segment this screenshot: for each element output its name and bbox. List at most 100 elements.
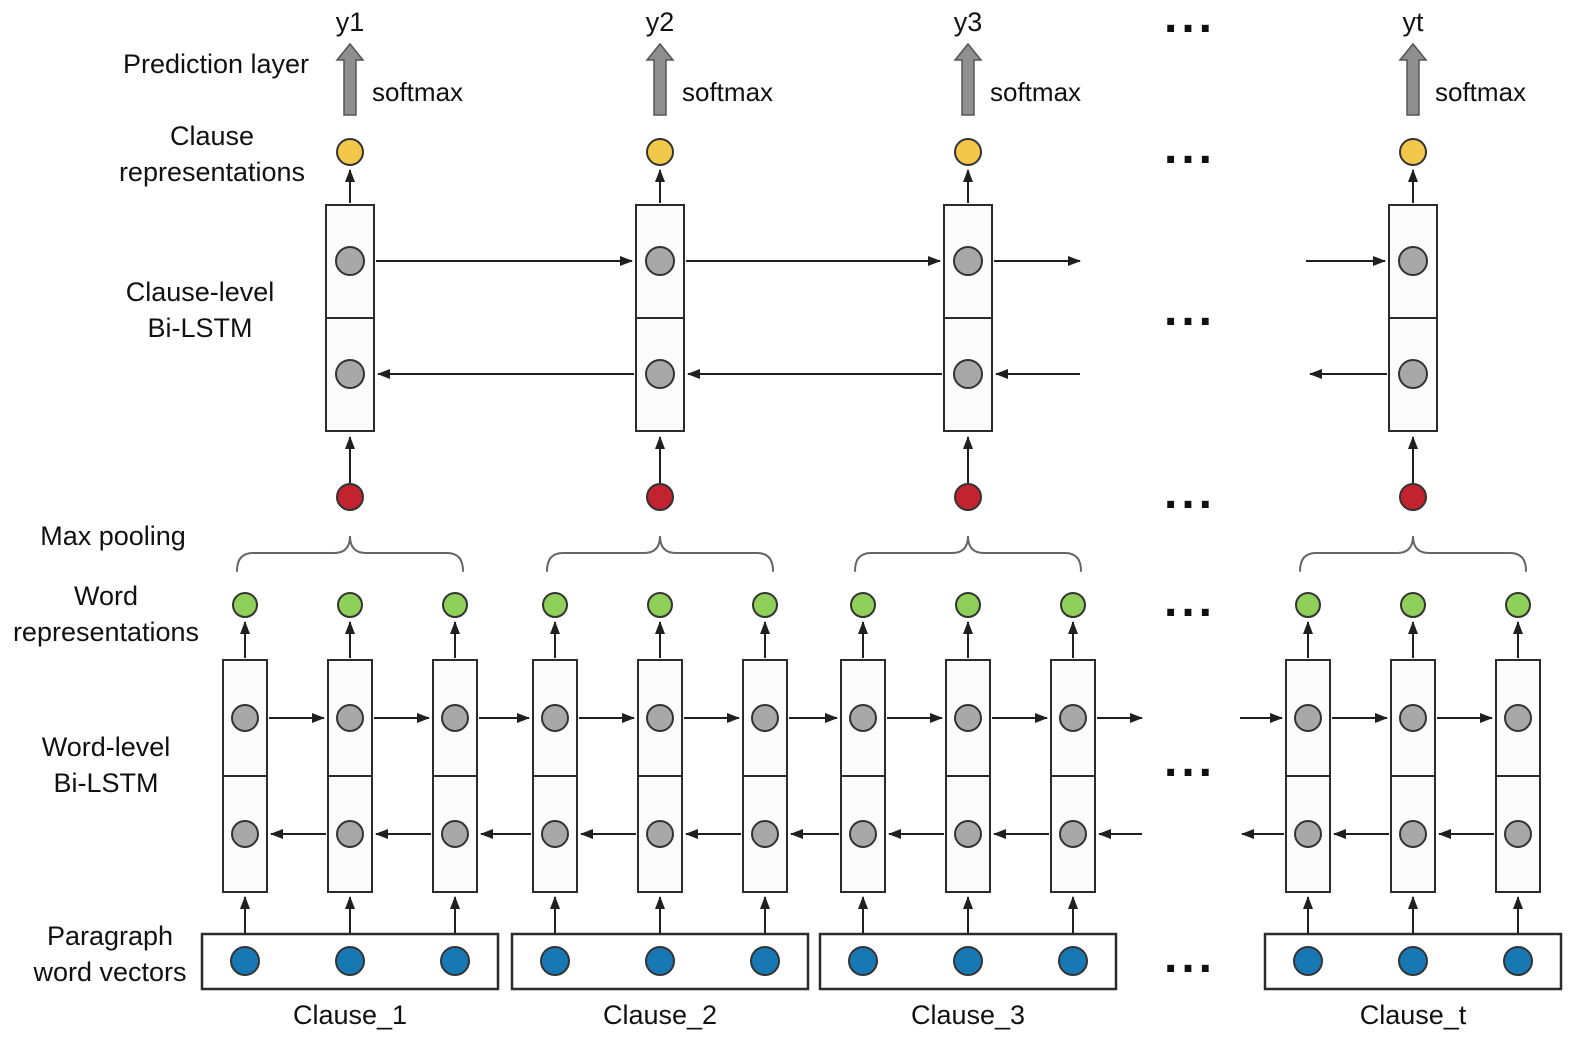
word-representation-node	[442, 592, 468, 618]
side-label-line: Prediction layer	[122, 49, 310, 79]
word-lstm-forward-node	[1399, 704, 1427, 732]
clause-lstm-forward-node	[953, 246, 983, 276]
output-label: y2	[646, 7, 675, 37]
clause-lstm-backward-node	[335, 359, 365, 389]
label-word-representations: Word representations	[0, 578, 212, 650]
side-label-line: Paragraph	[46, 921, 174, 951]
word-vector-node	[1503, 946, 1533, 976]
word-vector-node	[750, 946, 780, 976]
word-representation-node	[337, 592, 363, 618]
word-lstm-backward-node	[336, 820, 364, 848]
word-representation-node	[647, 592, 673, 618]
word-representation-node	[1060, 592, 1086, 618]
word-vector-node	[645, 946, 675, 976]
word-lstm-forward-node	[646, 704, 674, 732]
softmax-label: softmax	[990, 77, 1081, 107]
word-representation-node	[1400, 592, 1426, 618]
word-bilstm-forward-cell	[840, 659, 886, 777]
word-vector-node	[230, 946, 260, 976]
word-lstm-forward-node	[849, 704, 877, 732]
side-label-line: Clause-level	[125, 277, 275, 307]
clause-lstm-backward-node	[953, 359, 983, 389]
max-pooling-node	[954, 483, 982, 511]
word-lstm-backward-node	[849, 820, 877, 848]
side-label-line: Word	[73, 581, 139, 611]
side-label-line: representations	[12, 617, 200, 647]
word-vector-node	[848, 946, 878, 976]
label-clause-level-bilstm: Clause-level Bi-LSTM	[48, 274, 352, 346]
side-label-line: representations	[118, 157, 306, 187]
label-clause-representations: Clause representations	[30, 118, 394, 190]
word-lstm-backward-node	[441, 820, 469, 848]
word-lstm-backward-node	[646, 820, 674, 848]
softmax-arrow-icon	[953, 42, 983, 116]
word-lstm-backward-node	[1504, 820, 1532, 848]
max-pooling-brace	[236, 535, 464, 572]
side-label-line: Bi-LSTM	[147, 313, 253, 343]
word-lstm-backward-node	[541, 820, 569, 848]
clause-lstm-forward-node	[645, 246, 675, 276]
word-vector-node	[1058, 946, 1088, 976]
ellipsis: ...	[1164, 0, 1216, 43]
ellipsis: ...	[1164, 283, 1216, 336]
softmax-arrow-icon	[335, 42, 365, 116]
word-lstm-forward-node	[336, 704, 364, 732]
word-lstm-forward-node	[954, 704, 982, 732]
word-vector-node	[335, 946, 365, 976]
word-lstm-forward-node	[751, 704, 779, 732]
clause-label: Clause_t	[1360, 1000, 1467, 1030]
word-representation-node	[1295, 592, 1321, 618]
word-vector-node	[1293, 946, 1323, 976]
softmax-label: softmax	[1435, 77, 1526, 107]
ellipsis: ...	[1164, 466, 1216, 519]
word-lstm-backward-node	[1399, 820, 1427, 848]
ellipsis: ...	[1164, 930, 1216, 983]
ellipsis: ...	[1164, 121, 1216, 174]
clause-lstm-backward-node	[645, 359, 675, 389]
side-label-line: word vectors	[33, 957, 187, 987]
word-vector-node	[1398, 946, 1428, 976]
ellipsis: ...	[1164, 734, 1216, 787]
word-lstm-forward-node	[1504, 704, 1532, 732]
max-pooling-node	[1399, 483, 1427, 511]
max-pooling-brace	[854, 535, 1082, 572]
word-lstm-forward-node	[441, 704, 469, 732]
word-representation-node	[232, 592, 258, 618]
word-lstm-backward-node	[1294, 820, 1322, 848]
word-lstm-forward-node	[231, 704, 259, 732]
word-lstm-backward-node	[231, 820, 259, 848]
word-bilstm-backward-cell	[532, 775, 578, 893]
output-label: y3	[954, 7, 983, 37]
word-vector-node	[540, 946, 570, 976]
word-lstm-forward-node	[541, 704, 569, 732]
side-label-line: Max pooling	[40, 521, 186, 551]
word-representation-node	[1505, 592, 1531, 618]
max-pooling-brace	[546, 535, 774, 572]
clause-label: Clause_3	[911, 1000, 1025, 1030]
word-lstm-forward-node	[1294, 704, 1322, 732]
ellipsis: ...	[1164, 574, 1216, 627]
word-vector-node	[953, 946, 983, 976]
word-representation-node	[542, 592, 568, 618]
clause-lstm-forward-node	[335, 246, 365, 276]
word-lstm-backward-node	[751, 820, 779, 848]
clause-lstm-backward-node	[1398, 359, 1428, 389]
clause-lstm-forward-node	[1398, 246, 1428, 276]
word-representation-node	[850, 592, 876, 618]
max-pooling-brace	[1299, 535, 1527, 572]
output-label: yt	[1402, 7, 1424, 37]
softmax-label: softmax	[372, 77, 463, 107]
output-label: y1	[336, 7, 365, 37]
label-prediction-layer: Prediction layer	[58, 46, 374, 82]
word-vector-node	[440, 946, 470, 976]
clause-representation-node	[336, 138, 364, 166]
softmax-label: softmax	[682, 77, 773, 107]
side-label-line: Word-level	[41, 732, 171, 762]
word-representation-node	[955, 592, 981, 618]
word-bilstm-forward-cell	[637, 659, 683, 777]
word-lstm-backward-node	[1059, 820, 1087, 848]
clause-representation-node	[646, 138, 674, 166]
word-representation-node	[752, 592, 778, 618]
